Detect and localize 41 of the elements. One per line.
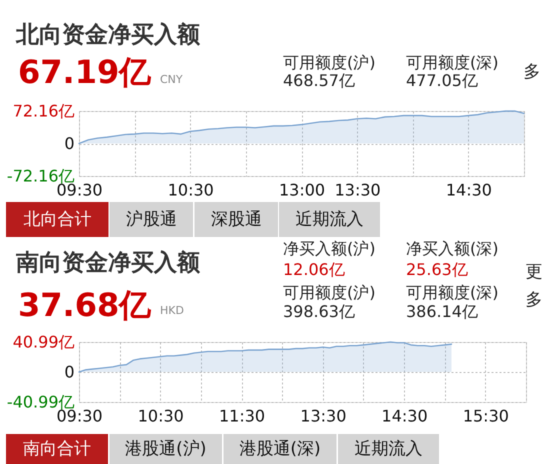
- y-tick-label: 0: [64, 362, 74, 382]
- x-tick-label: 11:30: [218, 406, 266, 426]
- x-tick-label: 14:30: [382, 406, 428, 426]
- text: 净买入额(深): [406, 239, 498, 258]
- x-tick-label: 14:30: [446, 180, 492, 200]
- x-tick-label: 13:30: [300, 406, 346, 426]
- y-tick-label: 0: [64, 134, 74, 153]
- x-tick-label: 10:30: [138, 406, 184, 426]
- text: 更多: [526, 262, 542, 310]
- text: 37.68亿: [18, 286, 152, 324]
- text: 可用额度(沪): [283, 53, 376, 72]
- x-tick-label: 13:00: [278, 180, 326, 200]
- text: 南向合计: [23, 439, 91, 459]
- text: 多: [524, 62, 540, 82]
- text: 477.05亿: [406, 71, 478, 90]
- y-tick-label: 72.16亿: [12, 102, 74, 120]
- x-tick-label: 15:30: [462, 406, 509, 426]
- text: HKD: [160, 304, 184, 317]
- text: 25.63亿: [406, 260, 468, 279]
- text: 386.14亿: [406, 302, 478, 321]
- x-tick-label: 13:30: [334, 180, 381, 200]
- chart-title: 南向资金净买入额: [15, 250, 201, 276]
- text: 可用额度(深): [406, 53, 498, 72]
- text: 港股通(深): [239, 439, 321, 459]
- text: 67.19亿: [18, 53, 152, 91]
- text: 净买入额(沪): [283, 239, 376, 258]
- y-tick-label: 40.99亿: [12, 332, 74, 352]
- text: 468.57亿: [283, 71, 355, 90]
- text: 398.63亿: [283, 302, 355, 321]
- text: 深股通: [210, 210, 262, 230]
- x-tick-label: 10:30: [168, 180, 214, 200]
- text: 港股通(沪): [125, 439, 206, 459]
- text: 北向合计: [23, 210, 92, 230]
- text: 可用额度(沪): [283, 283, 376, 302]
- text: 近期流入: [296, 210, 364, 230]
- text: 12.06亿: [283, 260, 345, 279]
- chart-title: 北向资金净买入额: [15, 22, 201, 48]
- text: CNY: [160, 73, 183, 86]
- text: 沪股通: [126, 210, 177, 230]
- text: 近期流入: [354, 439, 422, 459]
- text: 可用额度(深): [406, 283, 498, 302]
